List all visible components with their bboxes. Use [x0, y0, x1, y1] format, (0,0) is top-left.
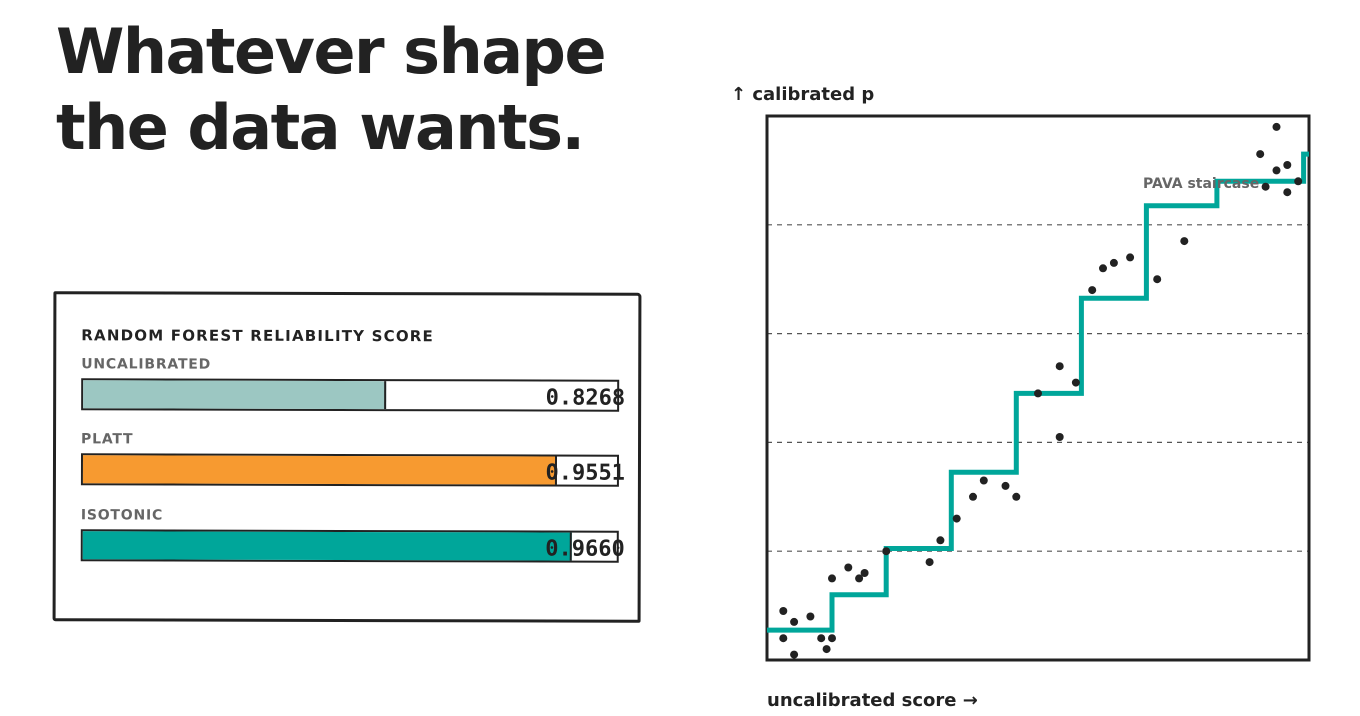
scatter-point: [1272, 122, 1281, 131]
scatter-point: [1012, 492, 1021, 501]
calibration-chart-svg: ↑ calibrated p PAVA staircase uncalibrat…: [731, 84, 1311, 711]
scatter-point: [1180, 237, 1189, 246]
scatter-point: [790, 650, 799, 659]
scatter-point: [925, 558, 934, 567]
scatter-point: [844, 563, 853, 572]
scatter-point: [1055, 362, 1064, 371]
score-bar-platt: 0.9551: [80, 453, 625, 487]
scatter-point: [1283, 161, 1292, 169]
plot-frame: [765, 114, 1311, 662]
scatter-point: [817, 634, 826, 643]
scatter-point: [952, 514, 961, 523]
score-label-platt: PLATT: [81, 431, 134, 448]
score-fill-uncalibrated: [83, 380, 386, 410]
score-row-platt: PLATT 0.9551: [80, 431, 625, 492]
scatter-point: [1294, 177, 1303, 186]
pava-step-line: [767, 151, 1309, 633]
scatter-point: [882, 547, 891, 556]
grid-layer: [767, 224, 1309, 552]
scatter-point: [855, 574, 864, 583]
scatter-point: [1001, 481, 1010, 490]
scatter-point: [822, 645, 831, 654]
scatter-point: [860, 569, 869, 577]
score-bar-uncalibrated: 0.8268: [81, 378, 625, 412]
calibration-chart: ↑ calibrated p PAVA staircase uncalibrat…: [725, 78, 1335, 714]
scatter-point: [1126, 253, 1135, 262]
reliability-card: RANDOM FOREST RELIABILITY SCORE UNCALIBR…: [52, 291, 642, 623]
points-layer: [779, 122, 1303, 659]
pava-annotation: PAVA staircase: [1143, 176, 1259, 192]
scatter-point: [1071, 378, 1080, 387]
scatter-point: [1272, 166, 1281, 175]
scatter-point: [1055, 433, 1064, 441]
scatter-point: [806, 612, 815, 621]
headline: Whatever shape the data wants.: [56, 14, 656, 166]
score-label-isotonic: ISOTONIC: [80, 507, 164, 524]
score-value-uncalibrated: 0.8268: [545, 385, 626, 411]
scatter-point: [790, 617, 799, 626]
score-value-platt: 0.9551: [545, 460, 625, 486]
headline-line-1: Whatever shape: [56, 15, 607, 88]
score-fill-platt: [82, 455, 558, 485]
y-axis-label: ↑ calibrated p: [731, 84, 874, 105]
scatter-point: [969, 492, 977, 501]
scatter-point: [1034, 389, 1042, 398]
scatter-point: [1283, 188, 1292, 197]
scatter-point: [979, 476, 988, 485]
scatter-point: [828, 634, 836, 643]
score-label-uncalibrated: UNCALIBRATED: [81, 356, 212, 373]
scatter-point: [779, 634, 788, 643]
score-row-uncalibrated: UNCALIBRATED 0.8268: [81, 356, 625, 417]
score-row-isotonic: ISOTONIC 0.9660: [80, 507, 625, 568]
scatter-point: [1109, 258, 1118, 267]
scatter-point: [1153, 275, 1162, 284]
score-value-isotonic: 0.9660: [545, 536, 625, 562]
scatter-point: [1261, 182, 1270, 191]
scatter-point: [828, 574, 836, 583]
reliability-card-title: RANDOM FOREST RELIABILITY SCORE: [81, 326, 435, 346]
score-bar-isotonic: 0.9660: [80, 529, 625, 563]
scatter-point: [936, 536, 945, 545]
scatter-point: [779, 607, 788, 615]
score-fill-isotonic: [82, 531, 572, 561]
scatter-point: [1099, 264, 1107, 273]
scatter-point: [1256, 150, 1265, 159]
scatter-point: [1088, 286, 1097, 295]
headline-line-2: the data wants.: [56, 91, 585, 164]
x-axis-label: uncalibrated score →: [767, 690, 978, 711]
